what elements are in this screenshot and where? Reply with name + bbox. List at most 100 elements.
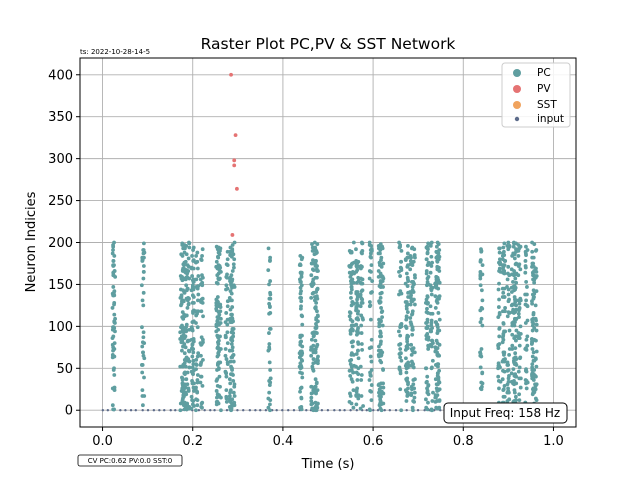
pc-spike [435, 275, 440, 280]
pc-spike [225, 341, 230, 346]
pc-spike [230, 366, 234, 371]
pc-spike [497, 297, 501, 302]
pc-spike [190, 365, 195, 370]
pc-spike [369, 269, 373, 274]
pc-spike [530, 347, 535, 351]
pc-spike [191, 339, 196, 344]
pc-spike [110, 342, 115, 347]
pv-spike [232, 158, 237, 163]
pc-spike [397, 365, 402, 370]
pc-spike [525, 285, 529, 289]
input-spike [242, 409, 245, 412]
pc-spike [267, 296, 272, 301]
pc-spike [435, 322, 440, 327]
pc-spike [506, 310, 511, 315]
pc-spike [435, 371, 440, 376]
pc-spike [513, 297, 517, 302]
pc-spike [218, 316, 223, 321]
pc-spike [355, 378, 360, 382]
pc-spike [359, 289, 364, 294]
pc-spike [314, 381, 319, 386]
pc-spike [479, 316, 484, 321]
pc-spike [200, 405, 204, 410]
y-tick-label: 350 [48, 110, 73, 125]
pc-spike [425, 276, 430, 281]
pc-spike [518, 324, 523, 329]
pc-spike [524, 298, 529, 303]
pc-spike [380, 389, 384, 394]
pc-spike [185, 298, 190, 303]
input-spike [320, 409, 324, 412]
pc-spike [500, 377, 505, 382]
pc-spike [196, 351, 201, 356]
pc-spike [298, 361, 303, 366]
pc-spike [199, 297, 204, 302]
pc-spike [479, 288, 484, 293]
pc-spike [501, 368, 505, 373]
pc-spike [436, 375, 441, 380]
pc-spike [479, 347, 484, 351]
pc-spike [531, 321, 536, 326]
pc-spike [377, 344, 381, 349]
pc-spike [507, 397, 512, 402]
pc-spike [350, 327, 355, 332]
pc-spike [354, 322, 359, 327]
pc-spike [223, 333, 228, 338]
pv-spike [235, 186, 239, 191]
pc-spike [351, 388, 356, 392]
pc-spike [379, 319, 383, 324]
pc-spike [314, 331, 319, 335]
pc-spike [379, 408, 384, 413]
pc-spike [142, 375, 146, 380]
pc-spike [517, 306, 522, 311]
pc-spike [433, 377, 438, 382]
pc-spike [498, 260, 503, 265]
pc-spike [232, 403, 236, 408]
pc-spike [424, 321, 428, 325]
pc-spike [524, 381, 528, 386]
pc-spike [187, 245, 192, 250]
input-spike [106, 409, 110, 412]
pc-spike [424, 333, 429, 338]
pc-spike [112, 347, 117, 351]
axis-ticks: 0.0 0.2 0.4 0.6 0.8 1.0 0 50 100 150 200 250 300 350 4… [48, 68, 564, 449]
pc-spike [404, 344, 409, 349]
pc-spike [350, 261, 355, 266]
pc-spike [523, 302, 528, 307]
pc-spike [404, 317, 409, 322]
pc-spike [359, 300, 364, 305]
pc-spike [532, 291, 537, 296]
pc-spike [111, 285, 116, 289]
pc-spike [178, 295, 183, 300]
pc-spike [367, 407, 372, 412]
pc-spike [214, 244, 219, 249]
pc-spike [403, 324, 408, 329]
pc-spike [496, 342, 501, 347]
pc-spike [190, 326, 195, 331]
pc-spike [413, 377, 417, 382]
pc-spike [531, 350, 536, 355]
pc-spike [435, 352, 440, 357]
legend-marker-sst [513, 101, 521, 109]
pc-spike [140, 259, 145, 263]
pc-spike [429, 254, 434, 259]
pc-spike [311, 357, 316, 361]
pc-spike [268, 376, 273, 381]
pc-spike [191, 245, 196, 250]
pc-spike [399, 248, 404, 253]
input-spike [383, 409, 386, 412]
pc-spike [479, 249, 484, 254]
pc-spike [356, 356, 361, 361]
y-tick-label: 150 [48, 278, 73, 293]
pc-spike [217, 268, 222, 273]
pc-spike [509, 371, 514, 376]
pc-spike [231, 331, 236, 335]
pc-spike [412, 399, 417, 404]
pc-spike [311, 368, 316, 373]
pc-spike [380, 279, 385, 283]
legend-label-input: input [537, 113, 564, 125]
pc-spike [355, 297, 359, 302]
pc-spike [223, 347, 228, 351]
pc-spike [227, 394, 232, 398]
pc-spike [408, 267, 413, 272]
